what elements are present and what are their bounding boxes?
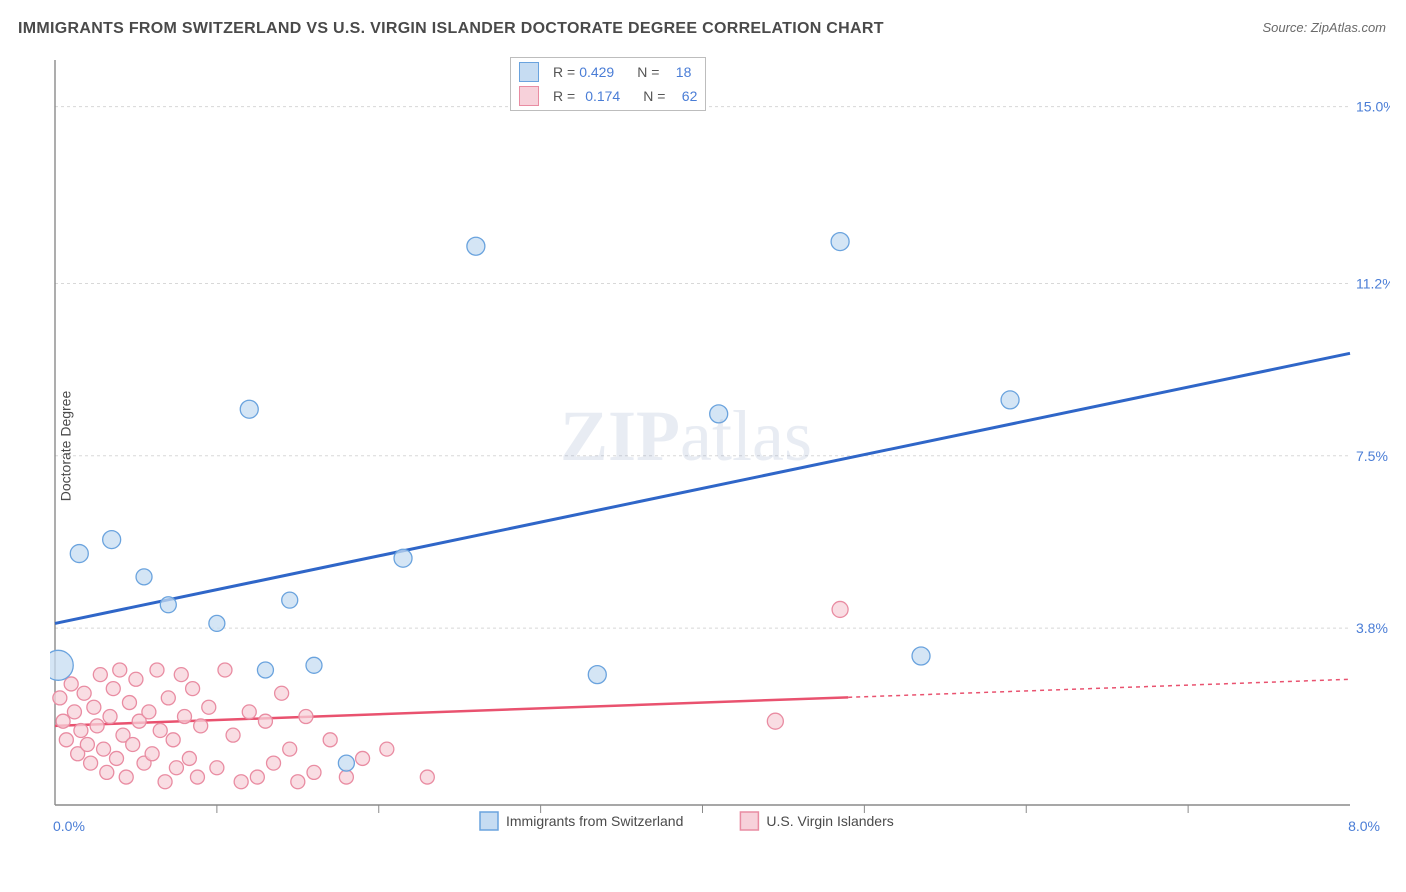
source-attribution: Source: ZipAtlas.com [1262,20,1386,35]
svg-text:3.8%: 3.8% [1356,620,1388,636]
swatch-series-1 [519,62,539,82]
scatter-svg: 3.8% 7.5% 11.2% 15.0% 0.0% 8.0% Immigrants fro… [50,55,1390,835]
svg-text:0.0%: 0.0% [53,818,85,834]
plot-area: 3.8% 7.5% 11.2% 15.0% 0.0% 8.0% Immigrants fro… [50,55,1390,835]
stats-row-series-1: R = 0.429 N = 18 [511,60,705,84]
svg-text:U.S. Virgin Islanders: U.S. Virgin Islanders [766,813,893,829]
svg-text:7.5%: 7.5% [1356,448,1388,464]
svg-text:11.2%: 11.2% [1356,276,1390,292]
n-label: N = [637,64,659,80]
svg-text:Immigrants from Switzerland: Immigrants from Switzerland [506,813,683,829]
svg-text:8.0%: 8.0% [1348,818,1380,834]
n-value-1: 18 [663,64,691,80]
n-label: N = [643,88,665,104]
r-label: R = [553,88,575,104]
stats-legend-box: R = 0.429 N = 18 R = 0.174 N = 62 [510,57,706,111]
swatch-series-2 [519,86,539,106]
n-value-2: 62 [669,88,697,104]
svg-text:15.0%: 15.0% [1356,99,1390,115]
stats-row-series-2: R = 0.174 N = 62 [511,84,705,108]
r-value-1: 0.429 [579,64,623,80]
chart-title: IMMIGRANTS FROM SWITZERLAND VS U.S. VIRG… [18,20,884,38]
r-value-2: 0.174 [585,88,629,104]
r-label: R = [553,64,575,80]
